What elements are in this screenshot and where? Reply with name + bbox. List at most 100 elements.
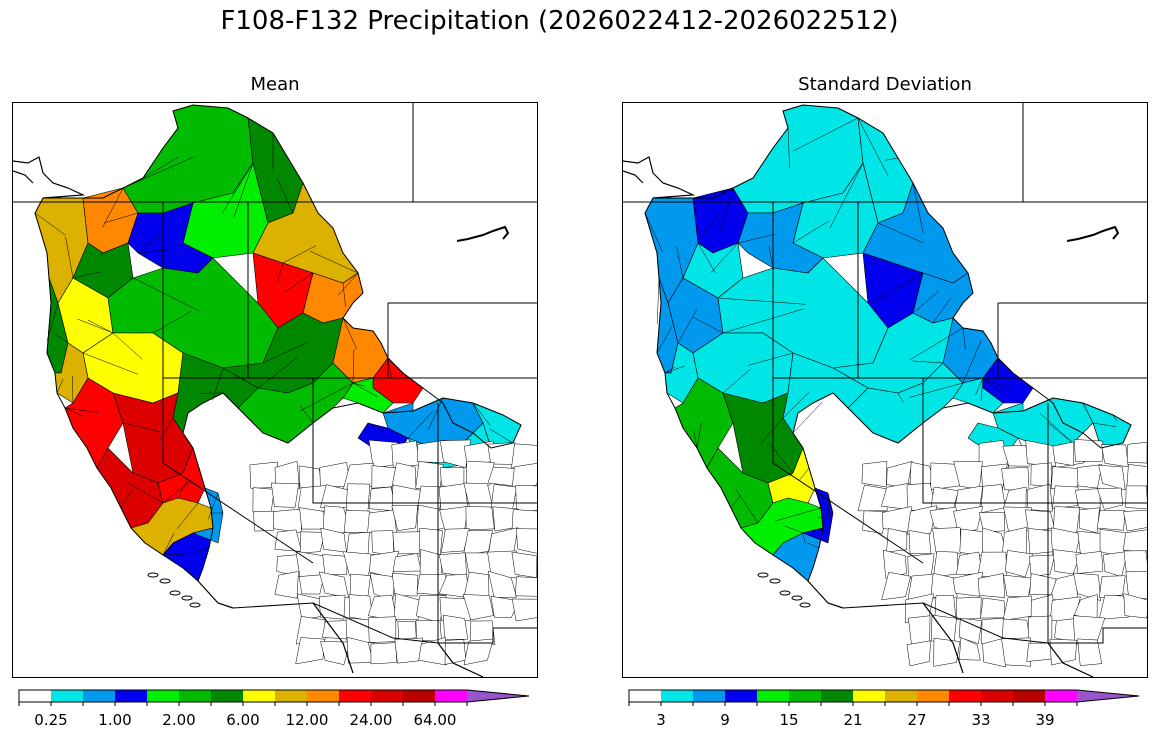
basin-polygon — [930, 572, 958, 598]
colorbar-tick-label: 33 — [971, 711, 991, 729]
basin-polygon — [980, 484, 1006, 514]
colorbar-tick-label: 64.00 — [413, 711, 457, 729]
basin-polygon — [1002, 595, 1033, 621]
basin-polygon — [253, 510, 275, 532]
basin-polygon — [1123, 509, 1147, 532]
colorbar-tick-label: 3 — [656, 711, 666, 729]
basin-polygon — [273, 508, 302, 534]
basin-polygon — [977, 573, 1005, 598]
basin-polygon — [349, 573, 371, 597]
basin-polygon — [1027, 528, 1055, 555]
colorbar-bin — [339, 690, 371, 702]
island — [791, 595, 803, 601]
islands — [757, 572, 811, 608]
basin-boundary — [101, 252, 104, 257]
basin-polygon — [952, 571, 983, 597]
island — [181, 595, 193, 601]
colorbar-extend-arrow — [467, 690, 529, 702]
domain-outline — [34, 104, 522, 582]
colorbar-bin — [661, 690, 693, 702]
basin-polygon — [394, 593, 423, 620]
colorbar-bin — [981, 690, 1013, 702]
colorbar-bin — [147, 690, 179, 702]
basin-boundary — [793, 117, 859, 152]
basin-boundary — [407, 410, 434, 439]
basin-boundary — [677, 309, 698, 344]
colorbar-bin — [51, 690, 83, 702]
basin-polygon — [511, 551, 537, 579]
basin-polygon — [252, 487, 275, 513]
basin-boundary — [768, 245, 774, 269]
basin-polygon — [367, 509, 397, 533]
basin-polygon — [515, 576, 537, 597]
island — [757, 572, 769, 578]
basin-boundary — [387, 357, 392, 379]
basin-boundary — [912, 182, 924, 234]
unfilled-basins — [857, 439, 1147, 668]
basin-boundary — [787, 127, 790, 168]
basin-polygon — [1003, 486, 1027, 509]
basin-boundary — [352, 382, 366, 387]
colorbar-tick-label: 39 — [1035, 711, 1055, 729]
basin-polygon — [862, 510, 887, 534]
basin-boundary — [693, 430, 698, 449]
basin-boundary — [342, 282, 346, 307]
basin-polygon — [490, 595, 520, 619]
basin-boundary — [782, 391, 810, 419]
basin-boundary — [283, 272, 314, 293]
basin-polygon — [515, 528, 537, 554]
basin-polygon — [953, 506, 984, 534]
state-boundary — [772, 378, 924, 564]
colorbar-bin — [1013, 690, 1045, 702]
basin-polygon — [1096, 487, 1123, 510]
basin-polygon — [1098, 575, 1126, 599]
basin-boundary — [120, 490, 133, 509]
basin-polygon — [959, 637, 981, 661]
basin-polygon — [367, 594, 398, 622]
basin-boundary — [792, 401, 823, 434]
basin-polygon — [978, 440, 1009, 470]
basin-polygon — [1125, 485, 1147, 509]
basin-boundary — [982, 377, 1011, 390]
basin-polygon — [463, 638, 494, 666]
colorbar-tick-label: 21 — [843, 711, 863, 729]
basin-polygon — [370, 642, 398, 665]
basin-polygon — [932, 527, 962, 554]
basin-boundary — [932, 297, 952, 324]
basin-boundary — [342, 317, 357, 350]
basin-boundary — [352, 382, 378, 397]
basin-polygon — [882, 549, 907, 579]
basin-boundary — [735, 489, 759, 524]
basin-polygon — [462, 530, 493, 557]
basin-boundary — [697, 242, 716, 274]
basin-polygon — [978, 512, 1005, 533]
basin-boundary — [1112, 414, 1117, 422]
basin-boundary — [208, 492, 219, 520]
basin-polygon — [439, 506, 469, 531]
basin-boundary — [697, 212, 720, 244]
basin-polygon — [348, 594, 374, 622]
basin-polygon — [1048, 573, 1079, 601]
state-boundary — [437, 403, 537, 644]
colorbar-bin — [19, 690, 51, 702]
basin-polygon — [274, 460, 300, 490]
islands — [147, 572, 201, 608]
basin-polygon — [443, 614, 469, 640]
colorbar-bin — [757, 690, 789, 702]
basin-boundary — [56, 379, 64, 394]
basin-boundary — [112, 332, 143, 360]
basin-polygon — [391, 572, 419, 597]
basin-polygon — [886, 528, 908, 553]
basin-boundary — [352, 349, 355, 384]
basin-polygon — [906, 505, 938, 535]
basin-polygon — [956, 551, 983, 575]
mean-map — [12, 102, 538, 678]
basin-polygon — [1123, 529, 1147, 553]
basin-polygon — [1052, 441, 1075, 466]
basin-boundary — [897, 392, 904, 404]
basin-polygon — [1027, 483, 1053, 512]
basin-polygon — [1077, 638, 1103, 666]
basin-polygon — [956, 596, 982, 620]
basin-boundary — [890, 272, 924, 292]
basin-polygon — [1079, 507, 1100, 534]
